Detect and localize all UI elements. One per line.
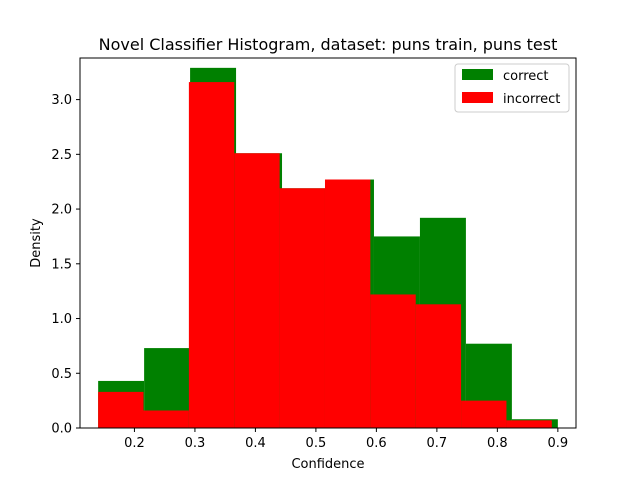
plot-frame [79,57,577,429]
x-axis: 0.2 0.3 0.4 0.5 0.6 0.7 0.8 0.9 [124,428,568,451]
bar-incorrect-1 [143,410,189,428]
legend-swatch-correct [462,69,493,80]
x-tick-label: 0.2 [124,436,145,451]
bar-incorrect-3 [234,153,280,429]
y-tick-label: 0.0 [51,422,72,437]
legend-label-correct: correct [503,69,549,84]
legend: correct incorrect [454,63,570,113]
y-tick-label: 3.0 [51,93,72,108]
bar-incorrect-8 [461,400,507,428]
x-tick-label: 0.3 [185,436,206,451]
x-axis-label: Confidence [291,457,364,472]
legend-label-incorrect: incorrect [503,92,560,107]
x-tick-label: 0.7 [427,436,448,451]
x-tick-label: 0.5 [306,436,327,451]
bar-incorrect-9 [506,420,552,428]
x-tick-label: 0.9 [548,436,569,451]
y-tick-label: 1.5 [51,257,72,272]
bar-incorrect-5 [324,179,371,428]
bar-incorrect-4 [279,188,325,428]
bar-incorrect-2 [188,82,235,428]
x-tick-label: 0.6 [366,436,387,451]
bar-incorrect-6 [370,294,416,428]
x-tick-label: 0.8 [487,436,508,451]
chart-title: Novel Classifier Histogram, dataset: pun… [99,35,558,54]
y-tick-label: 1.0 [51,312,72,327]
y-axis-label: Density [29,218,44,268]
x-tick-label: 0.4 [245,436,266,451]
y-tick-label: 2.5 [51,148,72,163]
legend-swatch-incorrect [462,92,493,103]
bars-layer [98,67,558,429]
bar-incorrect-0 [98,391,144,428]
bar-incorrect-7 [415,304,462,428]
y-axis: 0.0 0.5 1.0 1.5 2.0 2.5 3.0 [51,93,80,437]
y-tick-label: 2.0 [51,203,72,218]
y-tick-label: 0.5 [51,367,72,382]
